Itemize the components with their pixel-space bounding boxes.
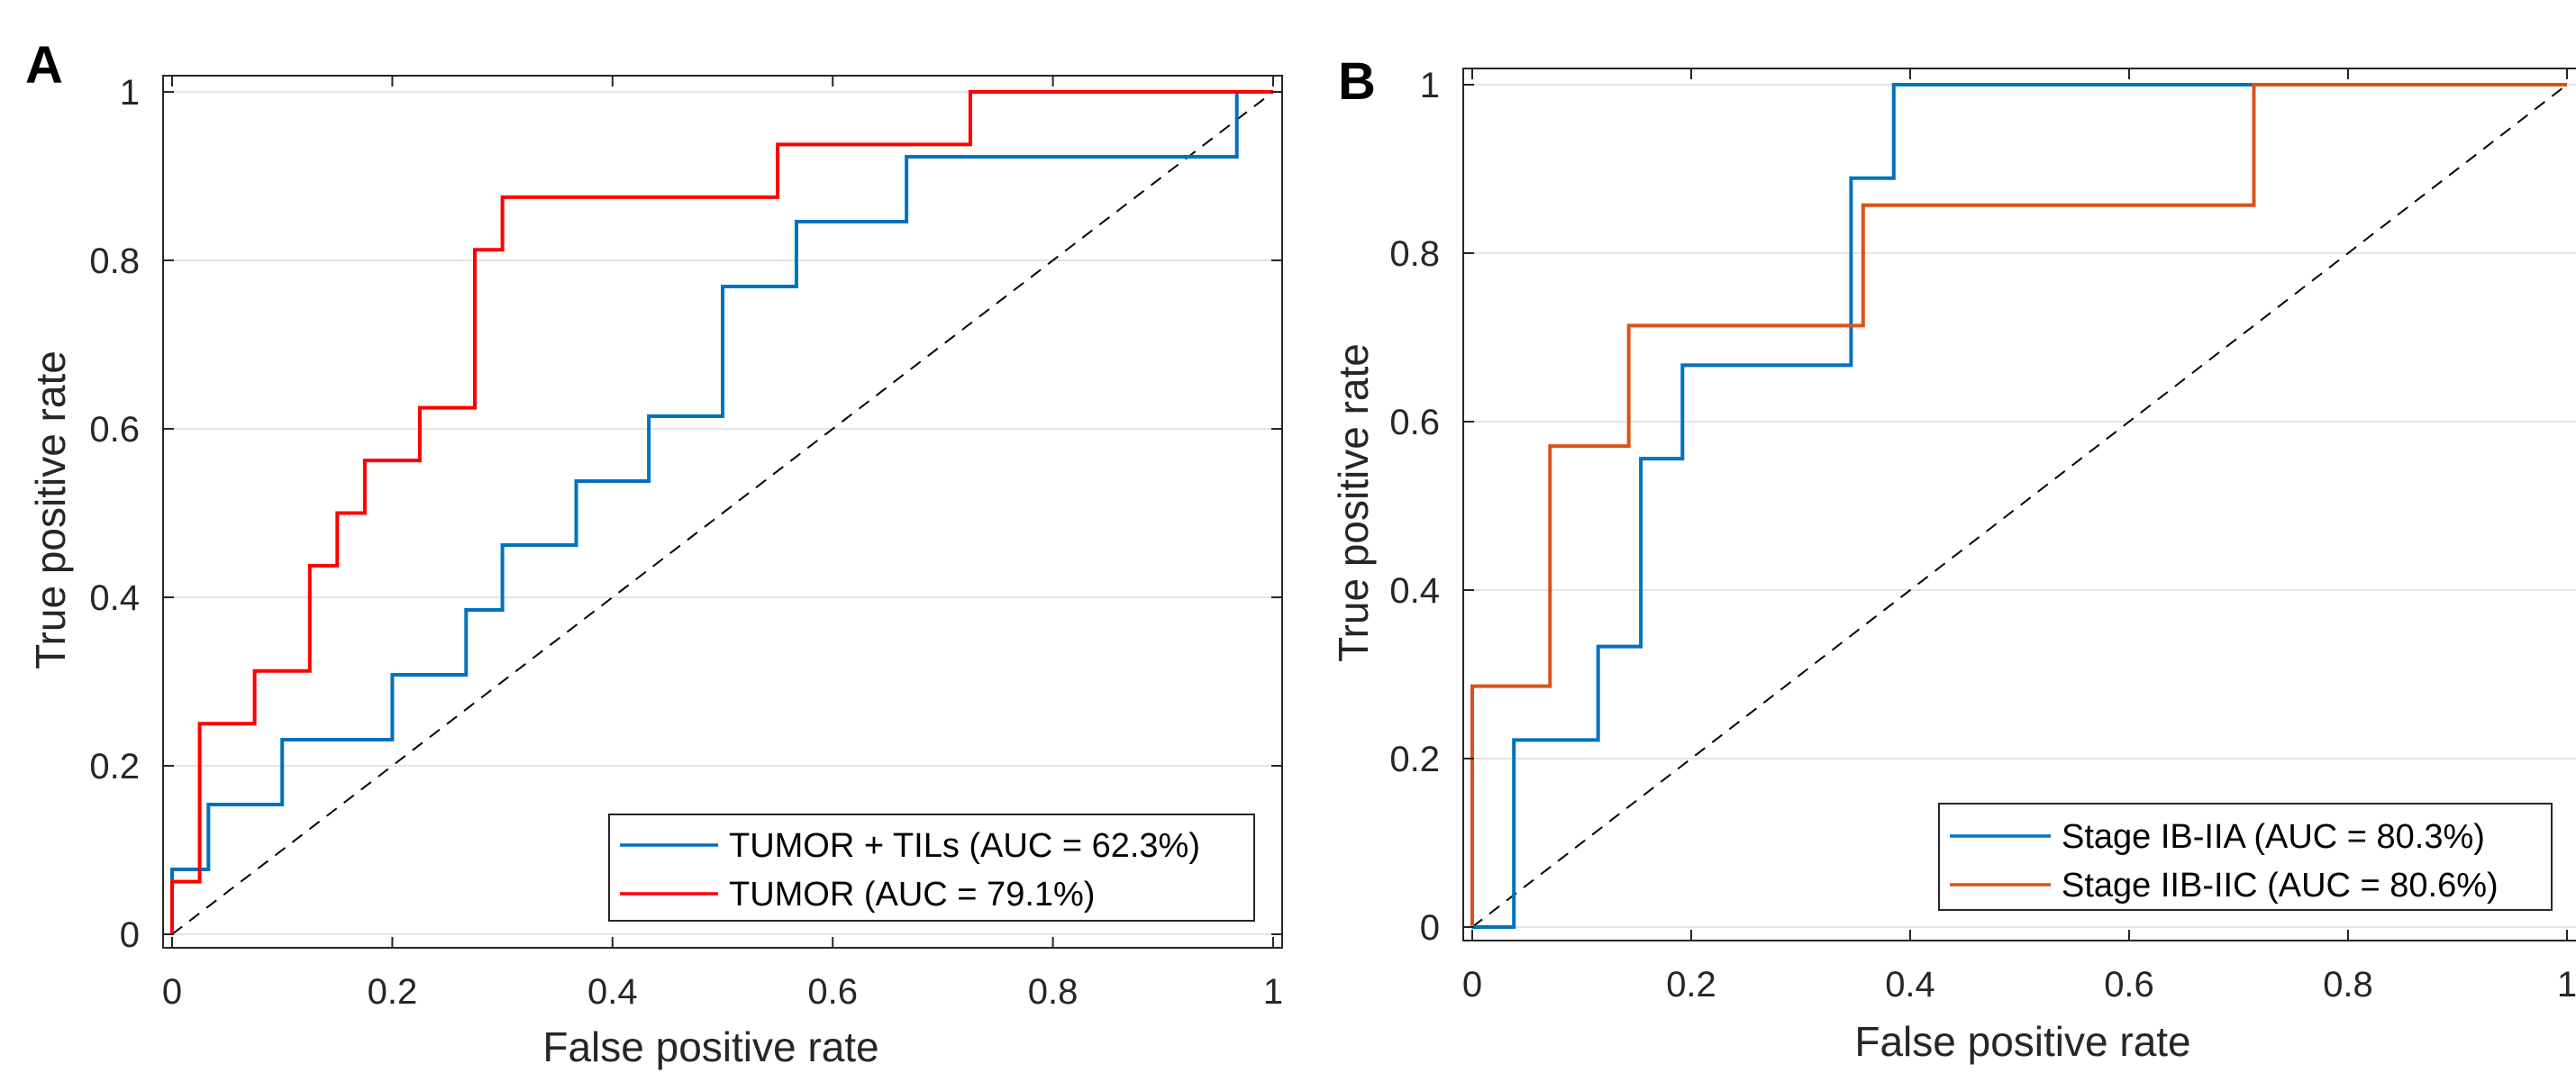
x-tick-label-a-2: 0.4 xyxy=(587,972,638,1012)
panel-label-a: A xyxy=(25,36,63,95)
y-tick-label-a-5: 1 xyxy=(120,73,140,113)
tick-marks-a xyxy=(163,76,1282,948)
y-tick-labels-b: 0 0.2 0.4 0.6 0.8 1 xyxy=(1389,66,1440,948)
x-axis-label-a: False positive rate xyxy=(542,1023,878,1070)
x-tick-label-a-0: 0 xyxy=(162,972,182,1012)
y-tick-label-b-1: 0.2 xyxy=(1389,740,1440,779)
x-tick-label-b-2: 0.4 xyxy=(1885,965,1935,1005)
y-tick-label-b-0: 0 xyxy=(1420,908,1440,948)
roc-curve-a-1 xyxy=(170,90,1273,934)
x-tick-label-b-5: 1 xyxy=(2557,965,2576,1005)
y-tick-label-a-1: 0.2 xyxy=(89,747,140,787)
panel-label-b: B xyxy=(1338,52,1376,111)
x-tick-label-a-3: 0.6 xyxy=(807,972,858,1012)
y-tick-label-b-4: 0.8 xyxy=(1389,234,1440,274)
tick-marks-b xyxy=(1463,68,2568,941)
plot-frame-b xyxy=(1462,68,2576,941)
panel-b: B 0 0.2 0.4 0.6 0.8 1 0 0.2 0.4 0.6 0.8 1 False po… xyxy=(1330,52,2576,1065)
y-axis-label-a: True positive rate xyxy=(27,350,74,669)
diagonal-reference-b xyxy=(1471,84,2568,928)
x-axis-label-b: False positive rate xyxy=(1854,1018,2190,1065)
plot-area-b xyxy=(1463,68,2576,941)
roc-curves-b xyxy=(1470,83,2567,929)
roc-curves-a xyxy=(170,90,1273,934)
y-tick-labels-a: 0 0.2 0.4 0.6 0.8 1 xyxy=(89,73,140,955)
x-tick-label-a-4: 0.8 xyxy=(1028,972,1079,1012)
x-tick-label-b-3: 0.6 xyxy=(2104,965,2154,1005)
y-tick-label-a-2: 0.4 xyxy=(89,578,140,618)
y-tick-label-a-3: 0.6 xyxy=(89,410,140,450)
panel-a: A 0 0.2 0.4 0.6 0.8 1 0 0.2 0.4 0.6 0.8 1 False po… xyxy=(25,36,1283,1070)
y-tick-label-a-0: 0 xyxy=(120,915,140,955)
x-tick-labels-b: 0 0.2 0.4 0.6 0.8 1 xyxy=(1462,965,2576,1005)
legend-label-a-0: TUMOR + TILs (AUC = 62.3%) xyxy=(729,827,1200,865)
diagonal-reference-a xyxy=(171,91,1274,935)
y-tick-label-a-4: 0.8 xyxy=(89,241,140,281)
x-tick-label-a-1: 0.2 xyxy=(368,972,418,1012)
roc-curve-b-0 xyxy=(1472,83,2567,929)
y-tick-label-b-3: 0.6 xyxy=(1389,403,1440,442)
y-tick-label-b-2: 0.4 xyxy=(1389,571,1440,611)
legend-label-b-1: Stage IIB-IIC (AUC = 80.6%) xyxy=(2062,867,2499,905)
x-tick-label-b-1: 0.2 xyxy=(1666,965,1716,1005)
x-tick-labels-a: 0 0.2 0.4 0.6 0.8 1 xyxy=(162,972,1283,1012)
legend-b: Stage IB-IIA (AUC = 80.3%) Stage IIB-IIC… xyxy=(1938,803,2553,911)
y-axis-label-b: True positive rate xyxy=(1330,343,1377,662)
plot-frame-a xyxy=(162,75,1283,949)
legend-label-b-0: Stage IB-IIA (AUC = 80.3%) xyxy=(2062,818,2485,856)
roc-curve-b-1 xyxy=(1470,83,2567,927)
roc-curve-a-0 xyxy=(170,90,1273,934)
legend-box-a xyxy=(608,814,1255,922)
x-tick-label-b-4: 0.8 xyxy=(2323,965,2373,1005)
x-tick-label-a-5: 1 xyxy=(1263,972,1283,1012)
y-tick-label-b-5: 1 xyxy=(1420,66,1440,105)
legend-label-a-1: TUMOR (AUC = 79.1%) xyxy=(729,876,1095,914)
legend-a: TUMOR + TILs (AUC = 62.3%) TUMOR (AUC = … xyxy=(608,814,1255,922)
legend-box-b xyxy=(1938,803,2553,911)
x-tick-label-b-0: 0 xyxy=(1462,965,1482,1005)
